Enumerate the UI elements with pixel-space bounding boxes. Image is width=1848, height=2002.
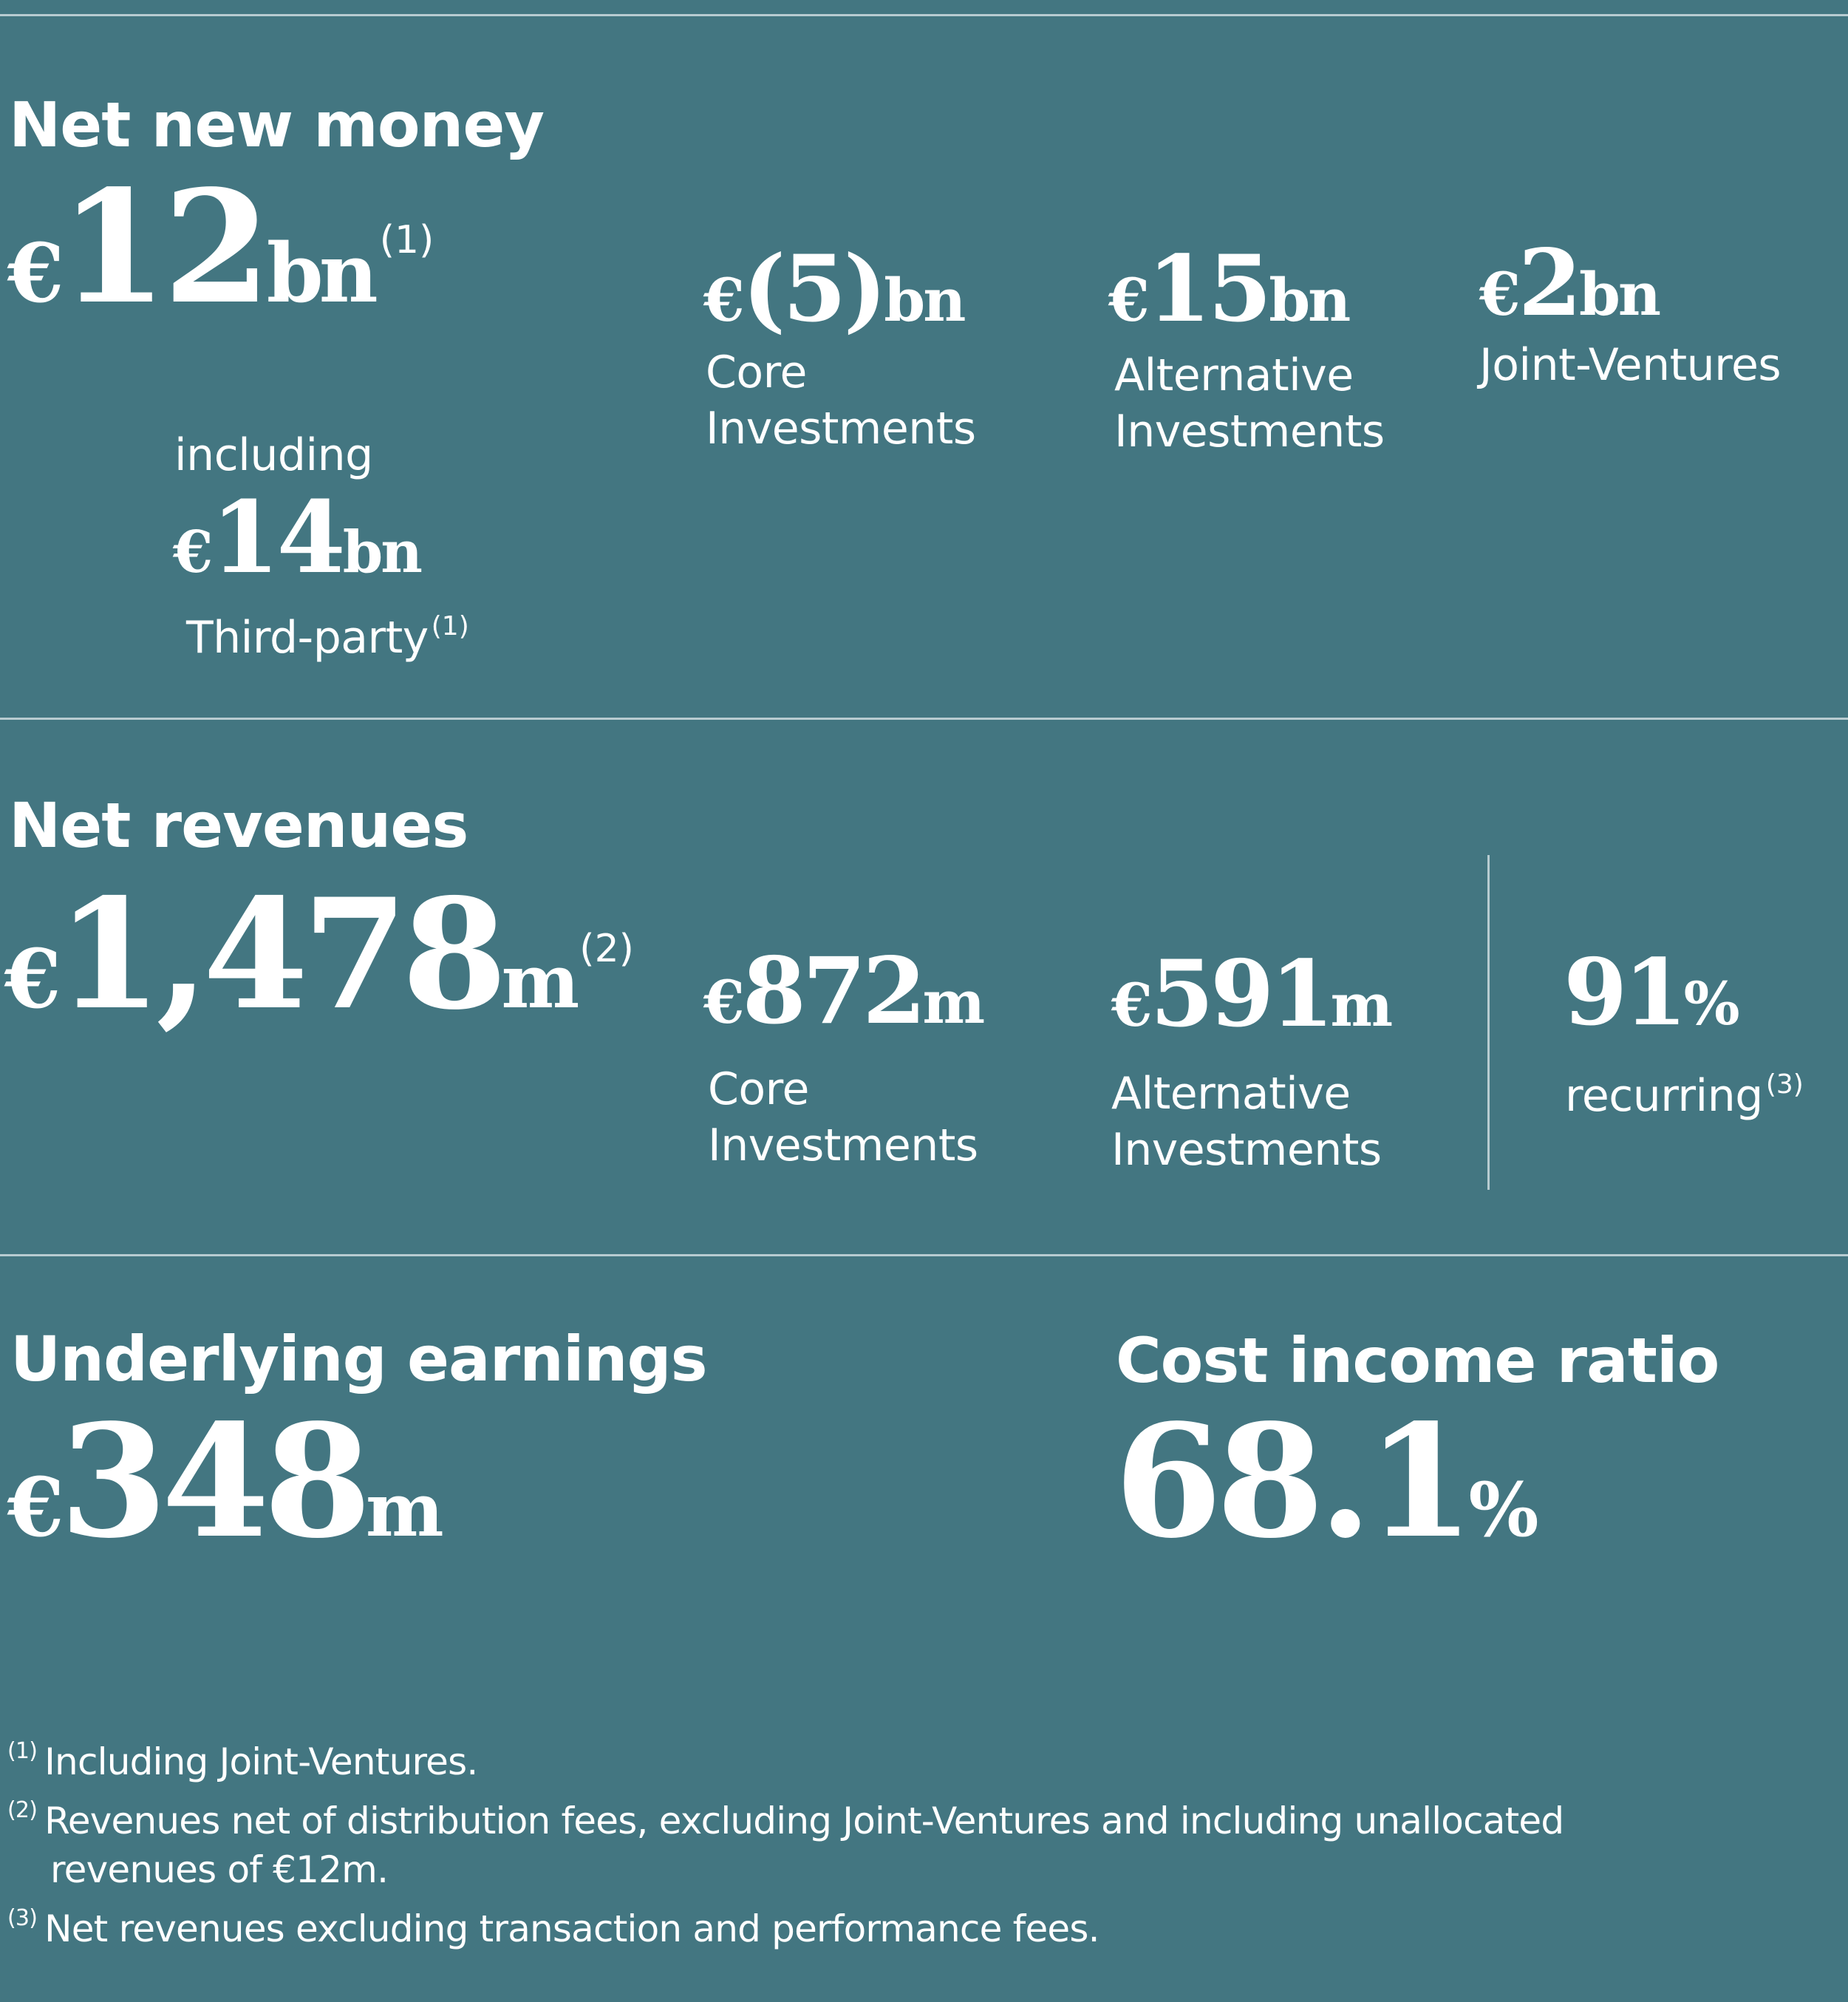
unit: bn: [266, 225, 378, 321]
nnm-core-value-group: €(5)bn: [703, 244, 966, 336]
recurring-text: recurring: [1565, 1070, 1763, 1122]
percent-sign: %: [1683, 969, 1740, 1038]
top-divider: [0, 14, 1848, 16]
footnote-2: (2) Revenues net of distribution fees, ex…: [7, 1786, 1564, 1845]
third-party-value: 14: [211, 479, 345, 596]
footnote-ref: (3): [1765, 1069, 1804, 1100]
currency-symbol: €: [1108, 265, 1150, 335]
rev-alternative-value: 591: [1150, 941, 1334, 1048]
currency-symbol: €: [4, 931, 61, 1026]
net-revenues-total: €1,478m (2): [4, 879, 634, 1031]
cost-income-ratio-value: 68.1: [1114, 1390, 1474, 1573]
footnote-text: Net revenues excluding transaction and p…: [44, 1907, 1099, 1950]
rev-core-label: Core Investments: [708, 1061, 978, 1174]
underlying-earnings-value-group: €348m: [7, 1404, 444, 1559]
cost-income-ratio-heading: Cost income ratio: [1116, 1324, 1719, 1397]
footnote-ref: (1): [379, 218, 434, 262]
rev-core-value: 872: [742, 938, 927, 1045]
currency-symbol: €: [703, 265, 745, 335]
label-line: Core: [706, 347, 807, 398]
currency-symbol: €: [7, 1460, 64, 1555]
underlying-earnings-heading: Underlying earnings: [10, 1323, 708, 1395]
nnm-jv-label: Joint-Ventures: [1479, 339, 1781, 391]
rev-core-value-group: €872m: [703, 946, 986, 1038]
footnote-3: (3) Net revenues excluding transaction an…: [7, 1894, 1564, 1953]
currency-symbol: €: [7, 225, 64, 321]
third-party-text: Third-party: [186, 612, 429, 664]
label-line: Investments: [1111, 1124, 1382, 1176]
footnote-marker: (2): [7, 1797, 38, 1823]
unit: m: [365, 1466, 444, 1553]
recurring-label: recurring (3): [1565, 1057, 1804, 1124]
footnote-text: Including Joint-Ventures.: [44, 1740, 478, 1783]
label-line: Core: [708, 1063, 809, 1115]
footnote-marker: (3): [7, 1905, 38, 1931]
nnm-jv-value: 2: [1518, 230, 1582, 337]
net-new-money-value: 12: [59, 156, 271, 338]
net-revenues-value: 1,478: [56, 866, 508, 1043]
label-line: Investments: [1114, 406, 1385, 457]
label-line: Alternative: [1114, 350, 1354, 401]
cost-income-ratio-value-group: 68.1%: [1114, 1404, 1539, 1559]
nnm-core-value: (5): [742, 236, 887, 343]
nnm-alternative-label: Alternative Investments: [1114, 347, 1385, 460]
footnote-marker: (1): [7, 1738, 38, 1764]
unit: m: [922, 967, 986, 1037]
recurring-value: 91: [1564, 939, 1688, 1046]
footnote-text: Revenues net of distribution fees, exclu…: [44, 1800, 1564, 1842]
vertical-divider: [1487, 855, 1490, 1190]
net-revenues-heading: Net revenues: [9, 789, 468, 862]
unit: bn: [884, 265, 966, 335]
nnm-alternative-value-group: €15bn: [1108, 244, 1351, 336]
unit: bn: [1578, 259, 1661, 329]
section-divider-1: [0, 718, 1848, 720]
nnm-jv-value-group: €2bn: [1479, 238, 1661, 330]
unit: bn: [342, 519, 423, 586]
unit: m: [501, 938, 579, 1025]
footnote-ref: (1): [431, 611, 469, 641]
footnote-1: (1) Including Joint-Ventures.: [7, 1727, 1564, 1786]
third-party-value-group: €14bn: [173, 488, 423, 587]
net-new-money-heading: Net new money: [9, 89, 545, 161]
currency-symbol: €: [1479, 259, 1521, 329]
nnm-core-label: Core Investments: [706, 344, 976, 457]
recurring-value-group: 91%: [1564, 947, 1740, 1039]
net-new-money-total: €12bn (1): [7, 170, 434, 325]
label-line: Alternative: [1111, 1068, 1351, 1120]
underlying-earnings-value: 348: [59, 1390, 372, 1573]
currency-symbol: €: [703, 967, 745, 1037]
currency-symbol: €: [173, 519, 213, 586]
unit: m: [1330, 970, 1394, 1040]
rev-alternative-value-group: €591m: [1111, 949, 1394, 1041]
third-party-label: Third-party (1): [186, 599, 469, 666]
footnote-2-continued: revenues of €12m.: [50, 1848, 389, 1891]
footnote-ref: (2): [579, 927, 634, 971]
label-line: Investments: [708, 1120, 978, 1171]
including-label: including: [174, 429, 373, 481]
section-divider-2: [0, 1254, 1848, 1256]
unit: bn: [1269, 265, 1351, 335]
rev-alternative-label: Alternative Investments: [1111, 1066, 1382, 1178]
nnm-alternative-value: 15: [1147, 236, 1272, 343]
label-line: Investments: [706, 403, 976, 454]
percent-sign: %: [1468, 1466, 1538, 1553]
currency-symbol: €: [1111, 970, 1153, 1040]
footnotes: (1) Including Joint-Ventures. (2) Revenues…: [7, 1727, 1564, 1953]
